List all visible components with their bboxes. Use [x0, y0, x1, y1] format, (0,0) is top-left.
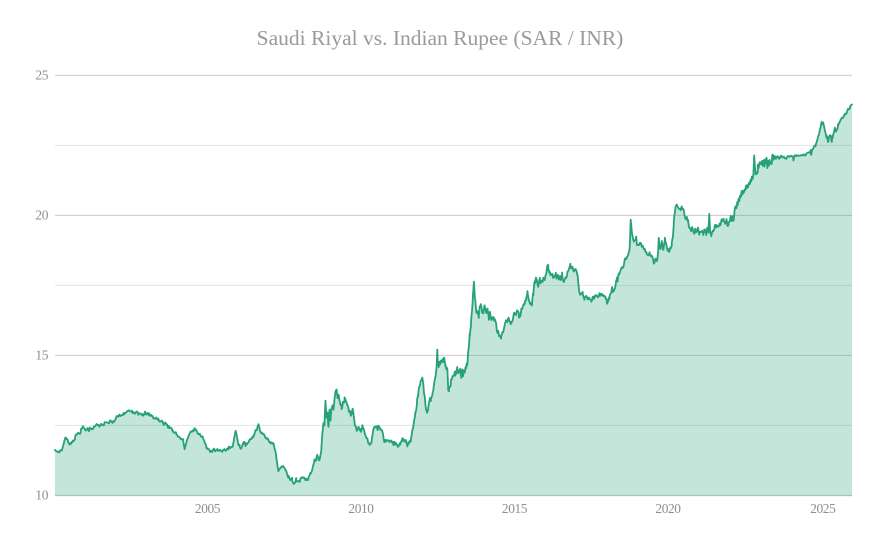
- svg-text:10: 10: [35, 488, 48, 503]
- svg-text:2020: 2020: [655, 501, 681, 516]
- svg-text:20: 20: [35, 208, 48, 223]
- svg-text:2010: 2010: [348, 501, 374, 516]
- svg-text:15: 15: [35, 348, 48, 363]
- svg-text:Saudi Riyal vs. Indian Rupee (: Saudi Riyal vs. Indian Rupee (SAR / INR): [257, 26, 624, 50]
- svg-text:25: 25: [35, 68, 48, 83]
- svg-text:2025: 2025: [810, 501, 836, 516]
- svg-text:2005: 2005: [195, 501, 221, 516]
- svg-text:2015: 2015: [502, 501, 528, 516]
